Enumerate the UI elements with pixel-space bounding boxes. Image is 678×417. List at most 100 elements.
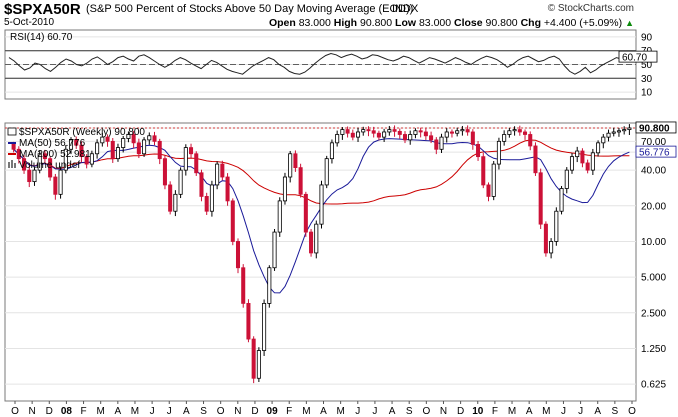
candle [502,130,507,146]
candle [554,207,559,246]
candle [277,197,282,237]
candle-body [455,130,460,134]
rsi-last-value: 60.70 [622,53,647,64]
candle-body [523,131,528,135]
candle [100,132,105,147]
candle [376,130,381,141]
candle-body [627,127,632,130]
stockcharts-logo: © StockCharts.com [548,3,634,14]
candle [418,127,423,138]
rsi-last-value-box: 60.70 [618,50,658,64]
candle-body [314,223,319,254]
candle [282,172,287,205]
candle [627,124,632,135]
candle-body [491,163,496,197]
candle-body [444,131,449,138]
candle [397,128,402,139]
candle-body [162,158,167,186]
candle [486,182,491,202]
candle-body [423,131,428,137]
x-axis-label: O [422,406,430,417]
candle [523,129,528,140]
candle-body [371,130,376,134]
candle-body [585,162,590,171]
candle [366,126,371,137]
candle [183,144,188,176]
candle-body [22,158,27,171]
candle-body [147,135,152,141]
candle-body [538,172,543,225]
candle [569,153,575,174]
candle-body [559,188,564,212]
x-axis-label: M [302,406,310,417]
candle-body [476,143,481,158]
candle [340,127,345,140]
candle [126,131,131,143]
candle-body [590,152,595,171]
candle-body [575,150,580,158]
candles [11,124,632,384]
candle-body [79,144,84,158]
candle-body [204,196,209,212]
price-legend-title: $SPXA50R (Weekly) 90.800 [19,127,145,138]
price-tick-label: 10.00 [641,237,666,248]
candle-body [68,139,74,150]
candle [27,165,32,188]
x-axis-label: O [217,406,225,417]
candle [392,125,397,137]
x-axis-label: S [200,406,207,417]
x-axis-label: D [457,406,464,417]
x-axis-label: F [286,406,292,417]
candle-body [189,147,194,155]
candle-body [309,231,314,254]
candle [162,155,167,190]
candle-body [183,147,188,171]
candle-body [465,129,470,133]
candle [596,140,601,157]
candle-body [63,148,68,171]
candle [22,155,27,174]
candle [361,126,366,136]
candle [413,128,418,139]
rsi-tick-labels: 9070503010 [641,32,653,98]
close-label: Close [454,17,483,29]
candle [157,138,162,165]
candle [512,126,517,136]
price-last-value-box: 90.800 [635,121,677,134]
x-axis-label: 09 [267,406,279,417]
candle [173,190,178,217]
x-axis-label: J [561,406,566,417]
candle-body [251,338,256,379]
candle [215,161,220,190]
rsi-tick-label: 50 [641,60,653,71]
candle-body [11,143,16,150]
candle-body [131,134,136,144]
candle-body [470,131,475,145]
candle [616,127,621,137]
ma50-legend: MA(50) 56.776 [19,138,86,149]
candle-body [350,132,355,138]
candle-body [48,158,53,178]
candle [491,161,496,201]
candle-body [606,132,611,138]
candle [48,156,53,181]
candle [444,128,449,143]
chart-description: (S&P 500 Percent of Stocks Above 50 Day … [86,3,414,15]
price-tick-label: 0.625 [641,380,666,391]
candle-body [481,156,486,186]
candle [303,191,308,237]
chart-symbol: $SPXA50R [4,1,81,18]
candle-body [387,129,392,133]
candle [16,146,21,164]
ma200-legend: MA(200) 52.981 [19,149,91,160]
x-axis-label: S [612,406,619,417]
ma50-last-value: 56.776 [639,148,670,159]
candle [350,129,355,141]
candle-body [53,176,58,195]
candle-body [105,136,110,142]
candle-body [27,169,32,183]
price-last-value-frame [635,121,677,134]
candle [559,185,564,215]
candle-body [413,130,418,135]
candle-body [601,136,606,144]
